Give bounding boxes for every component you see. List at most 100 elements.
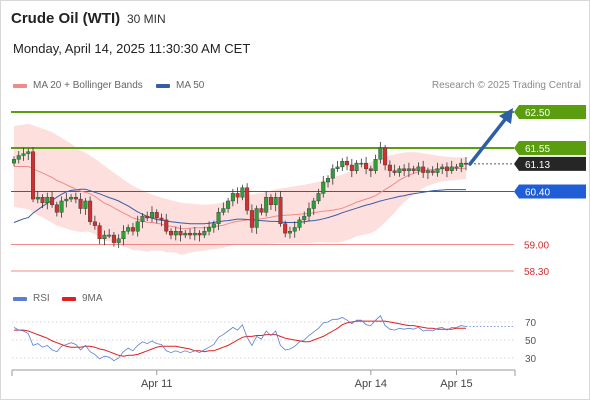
instrument-title: Crude Oil (WTI) (11, 10, 121, 27)
candle-body (54, 204, 59, 213)
rsi-level-label-70: 70 (525, 318, 537, 329)
candle-body (130, 227, 135, 232)
candle-body (40, 196, 45, 204)
candle-body (425, 170, 430, 173)
candle-body (364, 162, 369, 169)
candle-body (164, 219, 169, 232)
candle-body (121, 231, 126, 240)
candle-body (111, 234, 116, 243)
x-axis-label: Apr 11 (141, 378, 173, 390)
candle-body (306, 208, 311, 217)
candle-body (45, 196, 50, 204)
candle-body (197, 232, 202, 236)
candle-body (430, 170, 435, 173)
timeframe-label: 30 MIN (127, 12, 166, 26)
candle-body (149, 212, 154, 219)
candle-body (126, 227, 131, 232)
candle-body (287, 231, 292, 234)
candle-body (416, 166, 421, 171)
candle-body (326, 178, 331, 183)
legend-rsi-swatch (13, 296, 27, 301)
candle-body (245, 187, 250, 211)
candle-body (373, 159, 378, 171)
legend-rsi-ma: 9MA (62, 293, 103, 304)
legend-rsi-ma-swatch (62, 296, 76, 301)
candle-body (449, 166, 454, 171)
level-tag-bg-61.55 (514, 140, 586, 155)
forecast-arrow-layer (468, 108, 513, 166)
candle-body (402, 168, 407, 171)
legend-ma50: MA 50 (156, 80, 204, 91)
candle-body (116, 238, 121, 243)
level-tag-61.55: 61.55 (525, 144, 550, 155)
bollinger-band-layer (14, 123, 466, 255)
candle-body (297, 219, 302, 228)
x-axis-label: Apr 15 (440, 378, 472, 390)
candle-body (107, 234, 112, 237)
candle-body (259, 208, 264, 213)
candle-body (73, 196, 78, 200)
candle-body (216, 212, 221, 224)
candle-body (254, 208, 259, 228)
legend-ma50-label: MA 50 (176, 80, 205, 91)
candle-body (97, 225, 102, 240)
candle-body (268, 196, 273, 205)
candle-body (235, 193, 240, 198)
candle-body (21, 153, 26, 156)
candle-body (278, 196, 283, 224)
candle-body (202, 231, 207, 236)
candle-body (440, 166, 445, 169)
level-tag-bg-62.50 (514, 105, 586, 119)
candle-body (359, 162, 364, 165)
candle-body (345, 161, 350, 166)
candle-body (169, 231, 174, 236)
legend-ma20: MA 20 + Bollinger Bands (13, 80, 143, 91)
candle-body (35, 196, 40, 200)
candle-body (406, 168, 411, 171)
candle-body (378, 147, 383, 160)
level-tag-bg-60.40 (514, 184, 586, 199)
level-lines-layer (11, 111, 514, 272)
legend-rsi-ma-label: 9MA (82, 293, 103, 304)
credit-label: Research © 2025 Trading Central (431, 80, 581, 91)
candle-body (302, 215, 307, 221)
candles-layer (11, 141, 469, 248)
bollinger-band (14, 123, 466, 255)
candle-body (464, 162, 469, 165)
candle-body (59, 200, 64, 213)
candle-body (249, 210, 254, 228)
candle-body (383, 147, 388, 166)
candle-body (321, 181, 326, 194)
candle-body (64, 198, 69, 202)
candle-body (92, 221, 97, 226)
rsi-ma-line (14, 320, 466, 357)
candle-body (83, 200, 88, 209)
candle-body (392, 170, 397, 173)
candle-body (140, 215, 145, 222)
legend-ma20-label: MA 20 + Bollinger Bands (33, 80, 143, 91)
candle-body (335, 166, 340, 169)
level-tag-bg-61.13 (514, 156, 586, 171)
candle-body (444, 166, 449, 171)
candle-body (145, 215, 150, 219)
rsi-level-label-30: 30 (525, 354, 537, 365)
x-axis-label: Apr 14 (355, 378, 387, 390)
candle-body (16, 155, 21, 160)
ma50-line (13, 188, 466, 225)
candle-body (421, 166, 426, 173)
candle-body (240, 187, 245, 198)
candle-body (283, 223, 288, 234)
candle-body (273, 196, 278, 205)
candle-body (454, 166, 459, 169)
candle-body (330, 168, 335, 179)
level-tag-61.13: 61.13 (525, 160, 550, 171)
candle-body (368, 168, 373, 171)
candle-body (397, 168, 402, 173)
level-tag-58.30: 58.30 (524, 267, 549, 278)
candle-body (88, 200, 93, 222)
level-tag-60.40: 60.40 (525, 188, 550, 199)
candle-body (78, 198, 83, 209)
legend-rsi: RSI (13, 293, 50, 304)
candle-body (292, 227, 297, 232)
candle-body (226, 200, 231, 209)
